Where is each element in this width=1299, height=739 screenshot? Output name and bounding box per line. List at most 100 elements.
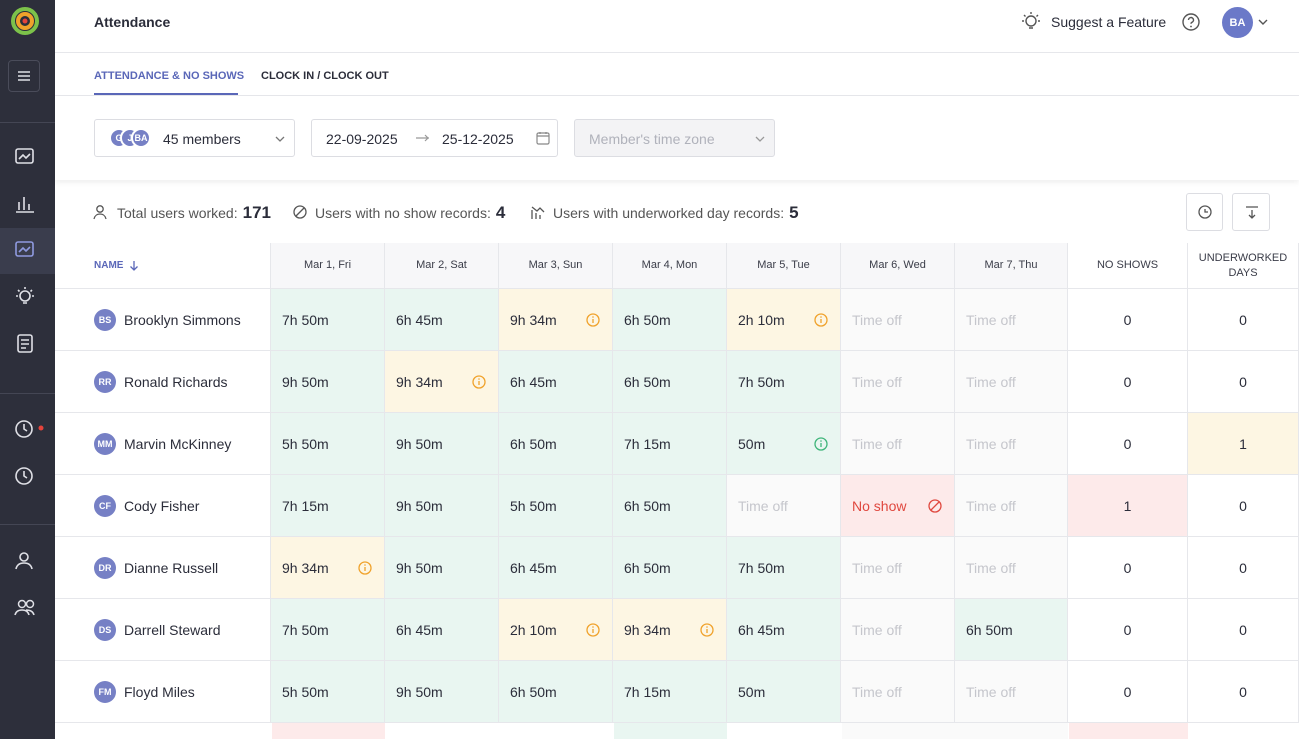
cell-text: 6h 45m — [396, 311, 443, 328]
day-cell: 9h 50m — [385, 413, 499, 475]
tab-active[interactable]: ATTENDANCE & NO SHOWS — [94, 70, 245, 82]
menu-button[interactable] — [8, 60, 40, 92]
chevron[interactable] — [1258, 18, 1268, 26]
day-cell: 5h 50m — [271, 661, 385, 723]
day-cell: Time off — [841, 289, 955, 351]
member-name: Cody Fisher — [124, 497, 200, 514]
date-range[interactable]: 22-09-2025 25-12-2025 — [311, 119, 558, 157]
day-cell: Time off — [841, 537, 955, 599]
member-name: Floyd Miles — [124, 683, 195, 700]
summary-cell: 0 — [1188, 537, 1299, 599]
cell-text: 6h 45m — [510, 559, 557, 576]
day-cell: 7h 50m — [271, 289, 385, 351]
column-label: UNDERWORKED DAYS — [1198, 251, 1288, 279]
day-cell: Time off — [955, 661, 1068, 723]
day-cell: 6h 45m — [499, 537, 613, 599]
cell-text: 9h 50m — [282, 373, 329, 390]
member-avatar: DR — [94, 556, 116, 579]
cell-text: 6h 50m — [624, 311, 671, 328]
cell-text: 6h 50m — [624, 559, 671, 576]
day-cell: 6h 50m — [613, 289, 727, 351]
timezone-select[interactable]: Member's time zone — [574, 119, 775, 157]
day-cell: 6h 50m — [499, 661, 613, 723]
sidebar — [0, 0, 55, 739]
history-button[interactable] — [1186, 193, 1223, 231]
logo — [11, 7, 39, 35]
column-label: Mar 6, Wed — [869, 259, 926, 271]
cell-text: Time off — [852, 621, 902, 638]
summary-cell: 0 — [1068, 537, 1188, 599]
day-cell: Time off — [841, 351, 955, 413]
summary-cell: 0 — [1068, 661, 1188, 723]
member-name: Brooklyn Simmons — [124, 311, 241, 328]
tab-underline — [94, 93, 238, 95]
members-select[interactable]: G J BA 45 members — [94, 119, 295, 157]
name-cell: DR Dianne Russell — [55, 537, 271, 599]
cell-text: 5h 50m — [282, 683, 329, 700]
day-cell: 9h 50m — [271, 351, 385, 413]
day-cell: 6h 45m — [385, 289, 499, 351]
cell-text: 9h 50m — [396, 435, 443, 452]
nav-timesheets[interactable] — [14, 418, 44, 440]
name-cell: CF Cody Fisher — [55, 475, 271, 537]
column-header[interactable]: NAME — [55, 243, 271, 289]
column-label: Mar 3, Sun — [528, 259, 583, 271]
nav-reports[interactable] — [14, 194, 36, 214]
day-cell: 6h 50m — [955, 599, 1068, 661]
column-header: Mar 1, Fri — [271, 243, 385, 289]
nav-dashboard[interactable] — [14, 147, 36, 167]
day-cell: 7h 15m — [271, 475, 385, 537]
day-cell: 7h 15m — [613, 413, 727, 475]
day-cell: 6h 50m — [613, 537, 727, 599]
cell-text: Time off — [852, 683, 902, 700]
nav-members[interactable] — [14, 550, 36, 572]
cell-text: 2h 10m — [510, 621, 557, 638]
day-cell: Time off — [955, 289, 1068, 351]
summary-cell: 0 — [1068, 599, 1188, 661]
day-cell: Time off — [955, 351, 1068, 413]
help-icon[interactable] — [1181, 12, 1201, 32]
summary-cell: 1 — [1188, 413, 1299, 475]
day-cell: 9h 34m — [385, 351, 499, 413]
cell-text: Time off — [966, 435, 1016, 452]
nav-insights[interactable] — [14, 286, 36, 308]
tab[interactable]: CLOCK IN / CLOCK OUT — [261, 70, 389, 82]
nav-approvals[interactable] — [14, 465, 36, 487]
day-cell: Time off — [841, 599, 955, 661]
user-avatar[interactable]: BA — [1222, 7, 1253, 38]
day-cell: 5h 50m — [499, 475, 613, 537]
column-label: Mar 5, Tue — [757, 259, 810, 271]
stat: Total users worked: 171 — [117, 203, 271, 223]
cell-text: 9h 50m — [396, 559, 443, 576]
cell-text: Time off — [852, 559, 902, 576]
cell-text: 6h 50m — [624, 497, 671, 514]
column-header: NO SHOWS — [1068, 243, 1188, 289]
column-header: Mar 2, Sat — [385, 243, 499, 289]
stat-label: Users with underworked day records: — [553, 205, 785, 221]
nav-teams[interactable] — [14, 597, 38, 619]
day-cell: 7h 15m — [613, 661, 727, 723]
users-icon — [93, 205, 107, 220]
cell-text: Time off — [852, 435, 902, 452]
cell-text: Time off — [966, 683, 1016, 700]
suggest-feature[interactable]: Suggest a Feature — [1051, 14, 1167, 30]
day-cell: 7h 50m — [727, 351, 841, 413]
cell-text: 6h 45m — [738, 621, 785, 638]
stat-label: Users with no show records: — [315, 205, 491, 221]
day-cell: 6h 50m — [613, 475, 727, 537]
cell-text: 2h 10m — [738, 311, 785, 328]
nav-attendance[interactable] — [14, 240, 36, 260]
cell-text: Time off — [966, 497, 1016, 514]
column-header: Mar 7, Thu — [955, 243, 1068, 289]
day-cell: Time off — [955, 413, 1068, 475]
day-cell: 50m — [727, 413, 841, 475]
cell-text: 9h 34m — [510, 311, 557, 328]
nav-docs[interactable] — [14, 333, 36, 355]
cell-text: 6h 50m — [510, 435, 557, 452]
page-title: Attendance — [94, 14, 171, 30]
day-cell: Time off — [955, 475, 1068, 537]
export-button[interactable] — [1232, 193, 1270, 231]
member-name: Marvin McKinney — [124, 435, 232, 452]
day-cell: 5h 50m — [271, 413, 385, 475]
